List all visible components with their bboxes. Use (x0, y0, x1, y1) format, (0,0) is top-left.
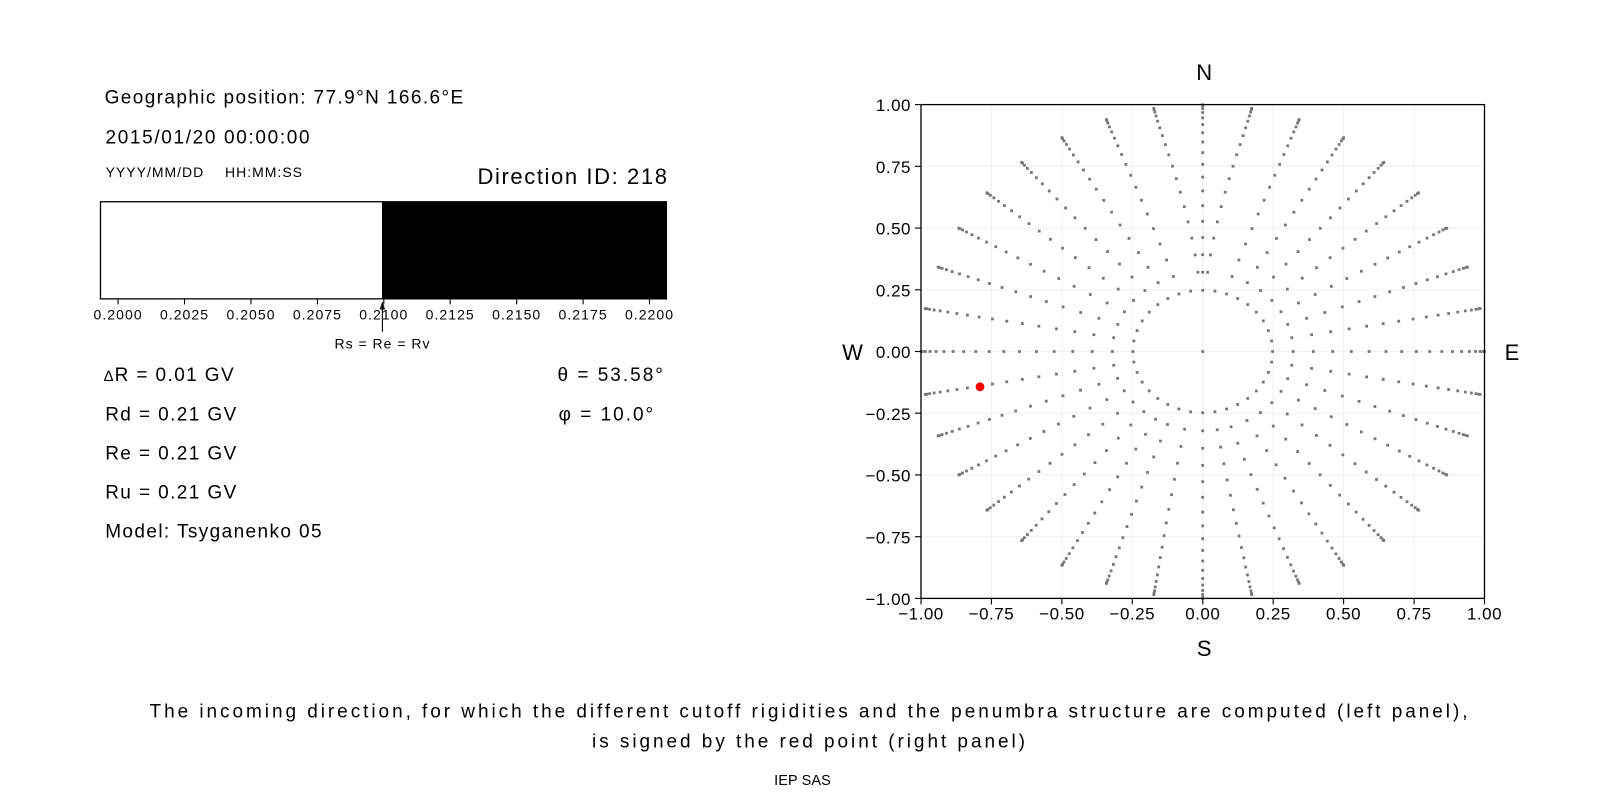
svg-text:0.2025: 0.2025 (160, 307, 209, 323)
svg-text:Rs = Re = Rv: Rs = Re = Rv (334, 336, 430, 352)
svg-text:0.2100: 0.2100 (359, 307, 408, 323)
svg-text:−0.25: −0.25 (1110, 605, 1156, 624)
svg-text:0.2050: 0.2050 (226, 307, 275, 323)
svg-text:N: N (1196, 60, 1212, 85)
svg-text:Model: Tsyganenko 05: Model: Tsyganenko 05 (105, 522, 323, 543)
svg-text:−0.25: −0.25 (865, 405, 911, 424)
svg-text:0.2125: 0.2125 (426, 307, 475, 323)
svg-text:0.2075: 0.2075 (293, 307, 342, 323)
svg-text:Direction ID: 218: Direction ID: 218 (478, 164, 669, 189)
svg-text:−0.50: −0.50 (865, 467, 911, 486)
svg-text:Rd = 0.21 GV: Rd = 0.21 GV (105, 404, 237, 425)
svg-text:0.50: 0.50 (876, 220, 911, 239)
svg-text:Re = 0.21 GV: Re = 0.21 GV (105, 444, 237, 465)
svg-text:0.2000: 0.2000 (94, 307, 143, 323)
svg-text:Ru = 0.21 GV: Ru = 0.21 GV (105, 483, 237, 504)
svg-text:Geographic position: 77.9°N 16: Geographic position: 77.9°N 166.6°E (105, 88, 465, 109)
svg-text:−0.75: −0.75 (865, 528, 911, 547)
svg-text:0.2200: 0.2200 (625, 307, 674, 323)
svg-text:YYYY/MM/DD: YYYY/MM/DD (106, 164, 205, 180)
svg-text:0.75: 0.75 (1397, 605, 1432, 624)
svg-text:IEP SAS: IEP SAS (774, 773, 831, 789)
svg-text:∆R = 0.01 GV: ∆R = 0.01 GV (104, 365, 235, 386)
svg-text:W: W (842, 340, 863, 365)
svg-text:S: S (1197, 636, 1212, 661)
svg-text:0.00: 0.00 (1185, 605, 1220, 624)
svg-text:θ = 53.58°: θ = 53.58° (558, 365, 665, 386)
svg-text:0.25: 0.25 (876, 281, 911, 300)
svg-text:−0.75: −0.75 (969, 605, 1015, 624)
svg-text:φ = 10.0°: φ = 10.0° (559, 404, 656, 425)
svg-text:−1.00: −1.00 (865, 590, 911, 609)
svg-text:−1.00: −1.00 (898, 605, 944, 624)
svg-text:0.25: 0.25 (1256, 605, 1291, 624)
svg-text:0.2150: 0.2150 (492, 307, 541, 323)
svg-text:1.00: 1.00 (876, 96, 911, 115)
svg-text:E: E (1505, 340, 1520, 365)
svg-text:HH:MM:SS: HH:MM:SS (225, 164, 303, 180)
svg-text:The incoming direction, for wh: The incoming direction, for which the di… (150, 702, 1471, 723)
svg-text:0.00: 0.00 (876, 343, 911, 362)
svg-text:0.50: 0.50 (1326, 605, 1361, 624)
svg-text:2015/01/20 00:00:00: 2015/01/20 00:00:00 (106, 128, 312, 149)
svg-text:−0.50: −0.50 (1039, 605, 1085, 624)
svg-text:0.2175: 0.2175 (559, 307, 608, 323)
svg-text:0.75: 0.75 (876, 158, 911, 177)
svg-text:1.00: 1.00 (1467, 605, 1502, 624)
svg-text:is signed by the red point (ri: is signed by the red point (right panel) (592, 732, 1028, 753)
